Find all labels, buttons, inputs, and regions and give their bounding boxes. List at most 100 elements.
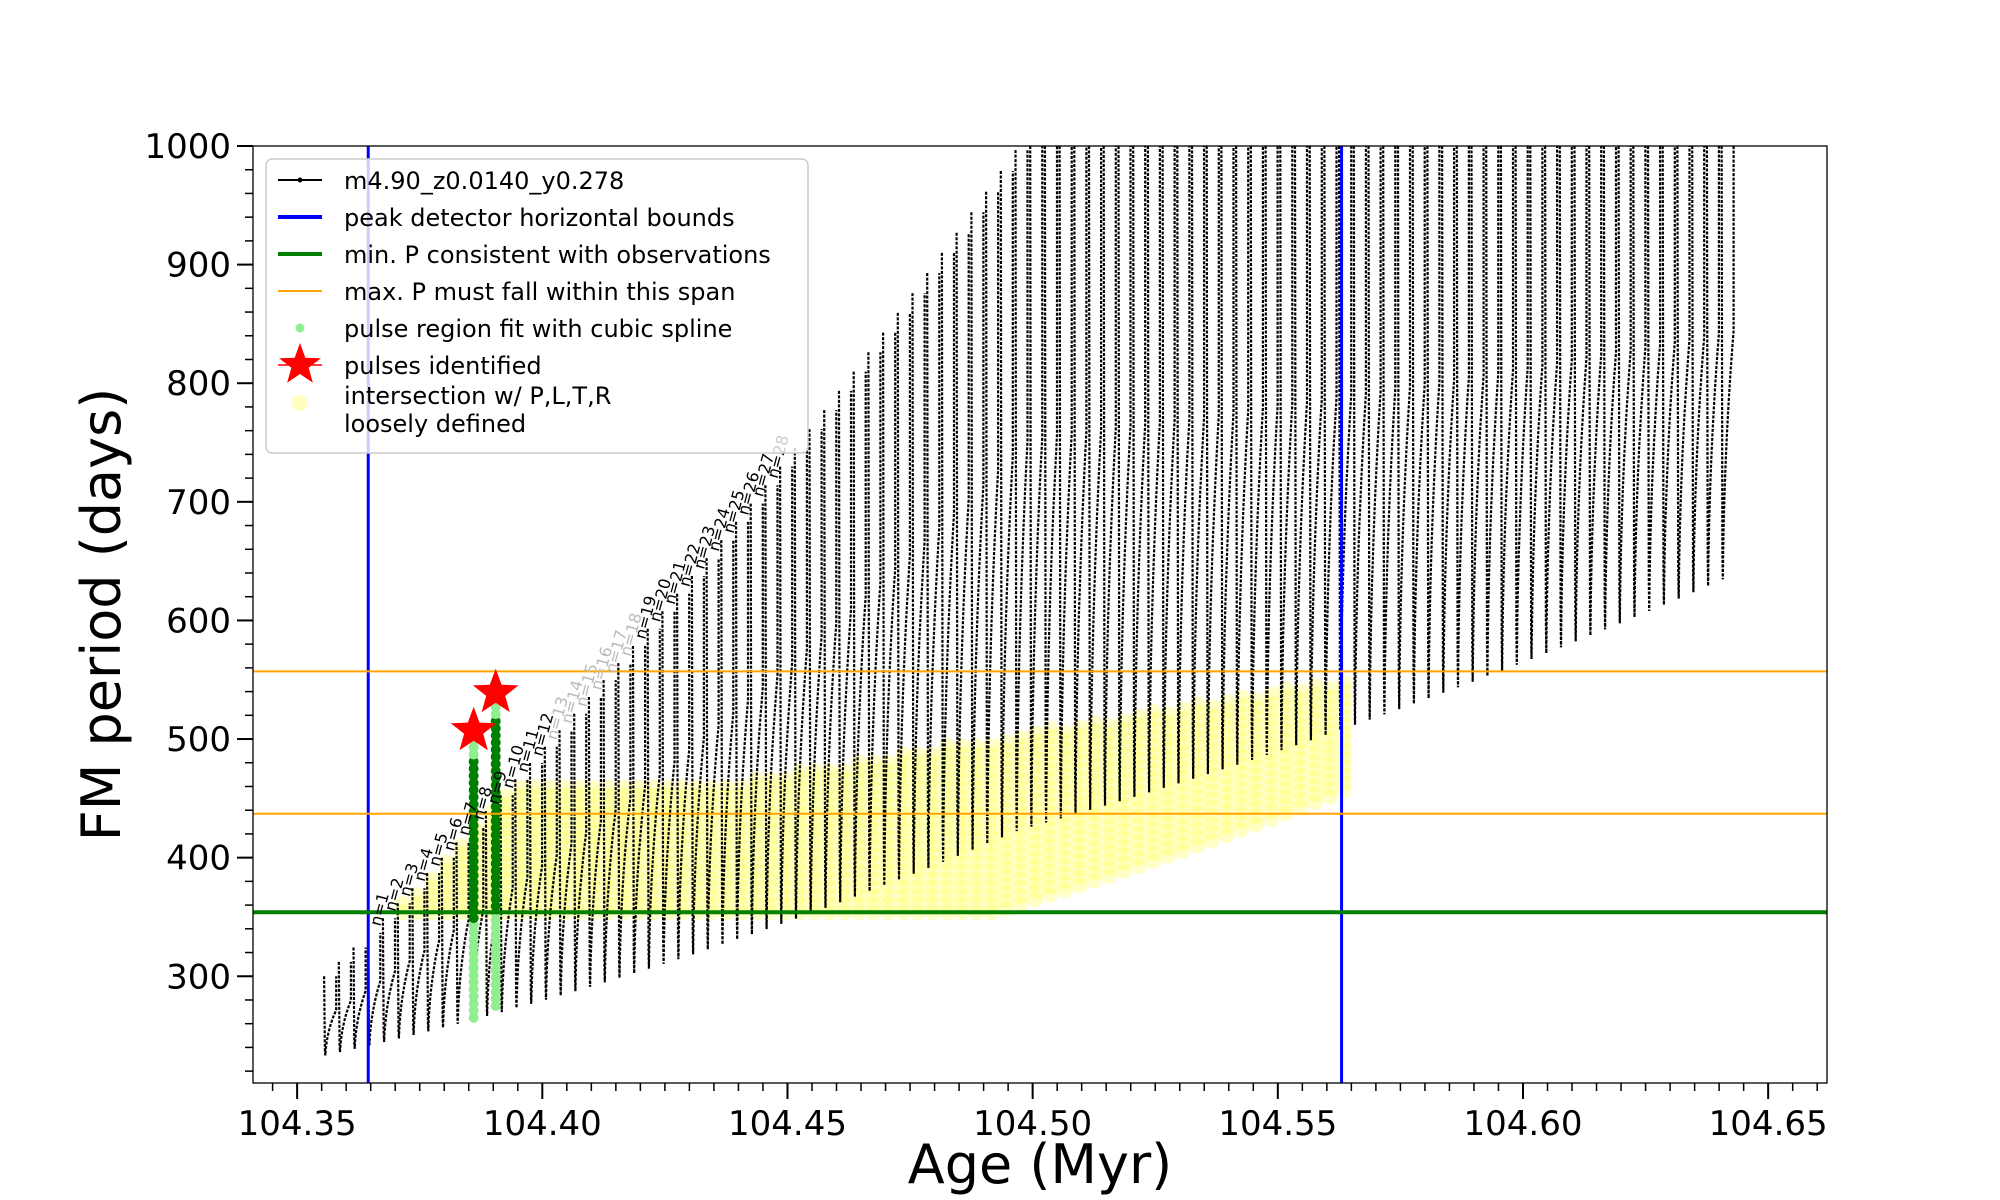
spline-fit-point xyxy=(490,787,501,798)
intersection-marker xyxy=(1159,706,1176,723)
intersection-marker xyxy=(1218,793,1235,810)
pulse-track xyxy=(1117,146,1132,802)
pulse-track xyxy=(676,593,691,960)
spline-fit-point xyxy=(490,915,501,926)
intersection-marker xyxy=(1262,769,1279,786)
spline-fit-point xyxy=(468,785,479,796)
spline-fit-point xyxy=(468,977,479,988)
intersection-marker xyxy=(924,887,941,904)
spline-fit-point xyxy=(468,884,479,895)
pulse-track xyxy=(1073,146,1088,815)
intersection-marker xyxy=(939,870,956,887)
pulse-track xyxy=(323,976,338,1056)
intersection-marker xyxy=(997,734,1014,751)
intersection-marker xyxy=(1247,783,1264,800)
pulse-track xyxy=(1176,146,1191,784)
intersection-marker xyxy=(1012,879,1029,896)
pulse-track xyxy=(573,713,588,992)
intersection-marker xyxy=(1115,821,1132,838)
intersection-marker xyxy=(1321,680,1338,697)
intersection-marker xyxy=(1174,834,1191,851)
intersection-marker xyxy=(1233,796,1250,813)
pulse-track xyxy=(1352,146,1367,725)
intersection-marker xyxy=(1247,691,1264,708)
pulse-track xyxy=(1323,146,1338,736)
intersection-marker xyxy=(1056,824,1073,841)
intersection-marker xyxy=(1086,847,1103,864)
intersection-marker xyxy=(1042,870,1059,887)
intersection-marker xyxy=(1130,858,1147,875)
intersection-marker xyxy=(1100,842,1117,859)
spline-fit-point xyxy=(490,872,501,883)
intersection-marker xyxy=(1012,895,1029,912)
intersection-marker xyxy=(1233,788,1250,805)
intersection-marker xyxy=(1027,825,1044,842)
intersection-marker xyxy=(1218,818,1235,835)
intersection-marker xyxy=(894,746,911,763)
intersection-marker xyxy=(850,754,867,771)
intersection-marker xyxy=(1233,772,1250,789)
spline-fit-point xyxy=(490,887,501,898)
pulse-track xyxy=(1514,146,1529,665)
intersection-marker xyxy=(1277,763,1294,780)
intersection-marker xyxy=(997,883,1014,900)
intersection-marker xyxy=(1100,818,1117,835)
intersection-marker xyxy=(865,754,882,771)
pulse-track xyxy=(1279,146,1294,751)
legend-swatch-marker xyxy=(297,177,303,183)
pulse-track xyxy=(1043,146,1059,823)
pulse-track xyxy=(426,873,441,1032)
pulse-track xyxy=(970,212,985,850)
pulse-track xyxy=(940,252,956,862)
pulse-track xyxy=(1411,146,1426,704)
spline-fit-point xyxy=(468,849,479,860)
pulse-track xyxy=(896,312,911,880)
pulse-track xyxy=(985,191,1000,844)
spline-fit-point xyxy=(490,936,501,947)
intersection-marker xyxy=(1130,833,1147,850)
pulse-track xyxy=(1382,146,1397,715)
intersection-marker xyxy=(1145,803,1162,820)
intersection-marker xyxy=(1247,799,1264,816)
intersection-marker xyxy=(1203,699,1220,716)
intersection-marker xyxy=(1203,790,1220,807)
spline-fit-point xyxy=(490,744,501,755)
pulse-track xyxy=(720,540,735,945)
pulse-track xyxy=(543,746,558,1000)
intersection-marker xyxy=(997,842,1014,859)
pulse-track xyxy=(1426,146,1441,699)
spline-fit-point xyxy=(468,913,479,924)
intersection-marker xyxy=(762,854,779,871)
spline-fit-point xyxy=(490,922,501,933)
intersection-marker xyxy=(1292,783,1309,800)
intersection-marker xyxy=(1189,837,1206,854)
intersection-marker xyxy=(512,837,529,854)
pulse-track xyxy=(882,332,897,886)
intersection-marker xyxy=(983,887,1000,904)
intersection-marker xyxy=(1277,680,1294,697)
intersection-marker xyxy=(703,787,720,804)
intersection-marker xyxy=(997,892,1014,909)
pulse-track xyxy=(646,628,661,969)
legend-swatch xyxy=(295,323,305,333)
pulse-track xyxy=(1455,146,1470,688)
intersection-marker xyxy=(438,862,455,879)
intersection-marker xyxy=(924,879,941,896)
pulse-track xyxy=(1705,146,1720,586)
spline-fit-point xyxy=(490,837,501,848)
intersection-marker xyxy=(1277,755,1294,772)
spline-fit-point xyxy=(490,702,501,713)
intersection-marker xyxy=(1071,844,1088,861)
intersection-marker xyxy=(1189,779,1206,796)
pulse-track xyxy=(999,170,1014,838)
intersection-marker xyxy=(1027,891,1044,908)
x-tick-label: 104.65 xyxy=(1709,1104,1828,1144)
spline-fit-point xyxy=(468,827,479,838)
intersection-marker xyxy=(1174,817,1191,834)
pulse-track xyxy=(1161,146,1176,788)
intersection-marker xyxy=(1056,848,1073,865)
legend-swatch xyxy=(279,343,321,383)
intersection-marker xyxy=(1292,774,1309,791)
intersection-marker xyxy=(836,796,853,813)
intersection-marker xyxy=(453,837,470,854)
